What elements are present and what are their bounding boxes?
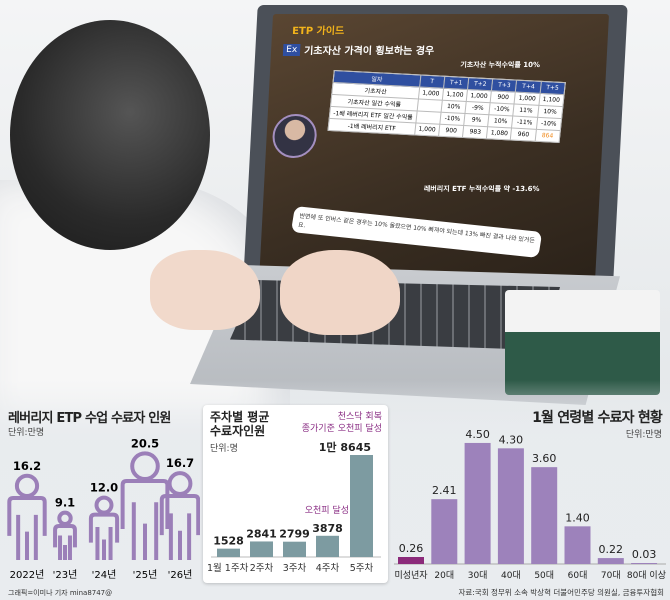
screen-table: 일자 T T+1 T+2 T+3 T+4 T+5 기초자산 1,000 1,100 1,000 900… xyxy=(327,69,566,144)
person-icon-2022년 xyxy=(7,473,47,560)
category-label: 70대 xyxy=(601,570,621,581)
bar-1월 1주차 xyxy=(217,548,240,557)
category-label: '26년 xyxy=(168,569,193,581)
bar-3주차 xyxy=(283,541,306,557)
category-label: 2022년 xyxy=(10,569,45,581)
person-head xyxy=(10,20,210,250)
bar-50대 xyxy=(531,467,558,564)
person-head xyxy=(94,495,114,515)
chart1-unit: 단위:만명 xyxy=(8,428,45,438)
books xyxy=(505,290,660,395)
chart3-source: 자료:국회 정무위 소속 박상혁 더불어민주당 의원실, 금융투자협회 xyxy=(458,588,664,597)
value-label: 3.60 xyxy=(532,452,557,465)
person-body xyxy=(159,494,200,560)
category-label: 4주차 xyxy=(316,562,340,574)
table-cell: 1,080 xyxy=(486,126,512,140)
bar-2주차 xyxy=(250,541,273,557)
category-label: 30대 xyxy=(468,570,488,581)
value-label: 3878 xyxy=(312,522,343,535)
person-body xyxy=(7,495,47,560)
chart1-title: 레버리지 ETP 수업 수료자 인원 xyxy=(8,411,171,426)
category-label: '23년 xyxy=(53,569,78,581)
value-label: 4.50 xyxy=(465,430,490,441)
category-label: 3주차 xyxy=(283,562,307,574)
person-head xyxy=(14,473,40,498)
person-body xyxy=(88,512,120,560)
person-icon-'23년 xyxy=(53,510,77,560)
value-label: 12.0 xyxy=(90,481,118,495)
bar-60대 xyxy=(564,526,591,564)
bar-미성년자 xyxy=(398,557,424,564)
annotation-4th-week: 오천피 달성 xyxy=(305,504,349,516)
category-label: '25년 xyxy=(133,569,158,581)
bar-4주차 xyxy=(316,535,339,557)
category-label: 20대 xyxy=(434,570,454,581)
callout-bottom: 레버리지 ETF 누적수익률 약 -13.6% xyxy=(423,185,540,193)
bar-80대 이상 xyxy=(631,563,658,564)
table-cell: 864 xyxy=(534,129,561,143)
category-label: 미성년자 xyxy=(394,570,428,581)
chart2-title-line1: 주차별 평균 xyxy=(210,410,270,424)
value-label: 1.40 xyxy=(565,511,590,524)
value-label: 4.30 xyxy=(499,433,524,446)
person-head xyxy=(57,510,73,527)
chart1-credit: 그래픽=이미나 기자 mina8747@ xyxy=(8,589,113,597)
screen-headline: 기초자산 가격이 횡보하는 경우 xyxy=(303,46,435,57)
table-cell: 960 xyxy=(510,128,537,142)
bar-5주차 xyxy=(350,455,373,557)
chart3-bar-chart: 0.26 미성년자 2.41 20대 4.50 30대 4.30 40대 3.60 50대 1.40… xyxy=(394,430,666,581)
value-label: 2841 xyxy=(246,527,277,540)
person-head xyxy=(130,451,160,481)
table-cell: 1,000 xyxy=(414,122,440,137)
chart2-bar-chart: 1528 1월 1주차 2841 2주차 2799 3주차 3878 4주차 1만 8645 5주… xyxy=(207,411,382,574)
value-label: 0.26 xyxy=(399,542,424,555)
chart1-person-chart: 16.2 2022년 9.1 '23년 12.0 '24년 20.5 '25년 16.7 '26년 xyxy=(7,436,200,581)
chart2-title-line2: 수료자인원 xyxy=(210,424,266,438)
value-label: 0.03 xyxy=(632,548,657,561)
annotation-5th-week-line2: 종가기준 오천피 달성 xyxy=(302,422,382,434)
category-label: 2주차 xyxy=(250,562,274,574)
value-label: 16.2 xyxy=(13,459,41,473)
bar-20대 xyxy=(431,499,458,564)
left-hand xyxy=(150,250,260,330)
value-label: 1만 8645 xyxy=(319,440,371,454)
chart2-unit: 단위:명 xyxy=(210,444,238,454)
value-label: 0.22 xyxy=(599,543,624,556)
presenter-avatar xyxy=(271,114,318,158)
ex-badge: Ex xyxy=(282,43,301,56)
person-icon-'26년 xyxy=(159,471,200,560)
chart3-title: 1월 연령별 수료자 현황 xyxy=(532,410,663,426)
category-label: 80대 이상 xyxy=(627,570,666,581)
value-label: 16.7 xyxy=(166,456,194,470)
right-hand xyxy=(280,250,400,335)
callout-top: 기초자산 누적수익률 10% xyxy=(460,61,541,69)
laptop-screen: ETP 가이드 Ex 기초자산 가격이 횡보하는 경우 기초자산 누적수익률 1… xyxy=(258,14,610,282)
bar-40대 xyxy=(497,448,524,564)
value-label: 1528 xyxy=(213,535,244,548)
person-icon-'24년 xyxy=(88,495,120,560)
value-label: 2.41 xyxy=(432,484,457,497)
value-label: 2799 xyxy=(279,528,310,541)
person-icon-'25년 xyxy=(120,451,170,560)
chart3-unit: 단위:만명 xyxy=(625,430,662,440)
value-label: 20.5 xyxy=(131,436,159,450)
category-label: 40대 xyxy=(501,570,521,581)
category-label: 5주차 xyxy=(350,562,374,574)
category-label: 50대 xyxy=(534,570,554,581)
person-head xyxy=(167,471,193,497)
category-label: '24년 xyxy=(92,569,117,581)
value-label: 9.1 xyxy=(55,496,75,510)
table-cell: 900 xyxy=(438,124,464,138)
screen-brand: ETP 가이드 xyxy=(291,26,345,37)
bar-30대 xyxy=(464,442,491,564)
person-body xyxy=(120,478,170,560)
category-label: 1월 1주차 xyxy=(207,562,249,574)
category-label: 60대 xyxy=(568,570,588,581)
bar-70대 xyxy=(597,558,624,564)
annotation-5th-week-line1: 천스닥 회복 xyxy=(338,411,382,422)
person-body xyxy=(53,524,77,560)
table-cell: 983 xyxy=(462,125,488,139)
